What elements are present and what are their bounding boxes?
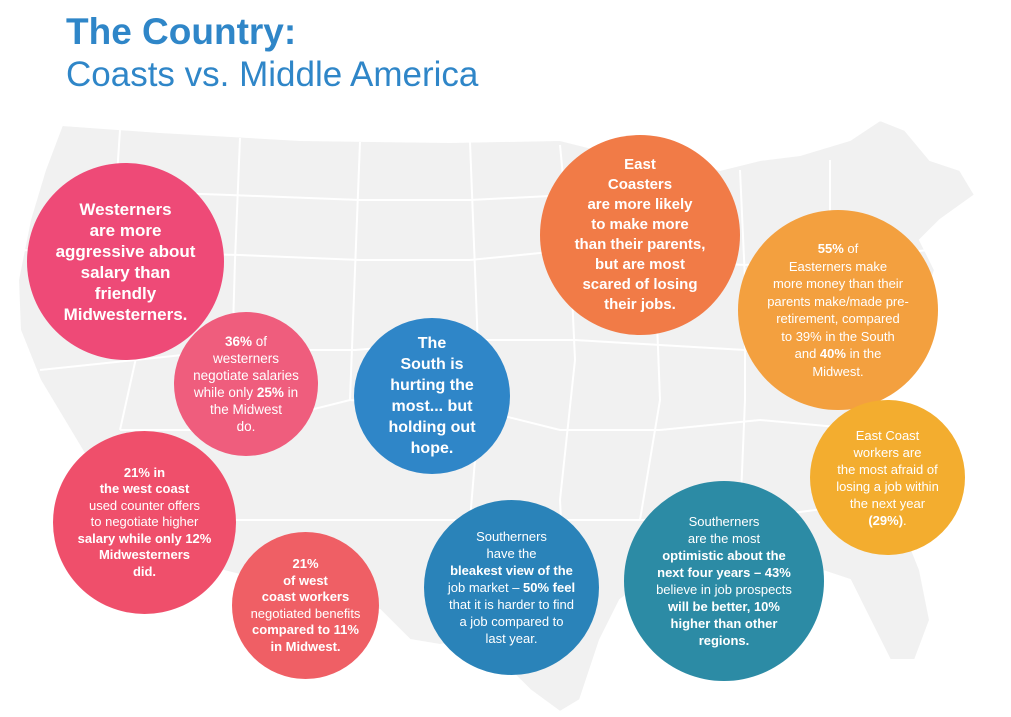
bubble-text: in [149, 464, 166, 480]
bubble-line: of west [283, 572, 328, 588]
bubble-line: scared of losing [582, 276, 698, 293]
bubble-text: in the [845, 346, 882, 361]
bubble-line: South is [400, 356, 464, 373]
bubble-line: westerners [212, 351, 279, 366]
bubble-line: Southerners [476, 529, 547, 544]
bubble-line: and 40% in the [767, 345, 909, 363]
bubble-west-benefits: 21% of west coast workers negotiated ben… [232, 532, 379, 679]
bubble-line: are the most [687, 531, 761, 546]
bubble-line: Midwest. [812, 363, 864, 379]
stat-value: 21% [123, 464, 150, 480]
bubble-south-optimistic: Southerners are the most optimistic abou… [624, 481, 824, 681]
bubble-line: 21% in [78, 465, 212, 482]
bubble-line: holding out [388, 419, 476, 436]
bubble-line: negotiated benefits [250, 605, 361, 621]
bubble-line: in Midwest. [270, 638, 341, 654]
bubble-line: compared to 11% [252, 622, 359, 637]
bubble-line: have the [486, 546, 537, 561]
page-title-bold: The Country: [66, 11, 297, 52]
bubble-line: East [624, 156, 656, 173]
bubble-line: their jobs. [604, 296, 676, 313]
bubble-text: of [252, 334, 268, 349]
page-subtitle: Coasts vs. Middle America [66, 55, 479, 94]
bubble-line: 55% of [767, 240, 909, 258]
bubble-line: the west coast [99, 481, 190, 497]
bubble-line: Midwesterners [98, 547, 191, 563]
bubble-line: East Coast [855, 427, 920, 443]
bubble-line: parents make/made pre- [767, 293, 909, 309]
bubble-line: than their parents, [574, 236, 706, 253]
bubble-line: will be better, 10% [667, 599, 780, 614]
bubble-line: to 39% in the South [781, 328, 895, 344]
bubble-south-hurting: The South is hurting the most... but hol… [354, 318, 510, 474]
bubble-line: believe in job prospects [656, 582, 792, 597]
bubble-line: optimistic about the [662, 548, 786, 563]
bubble-line: (29%). [836, 512, 939, 529]
bubble-line: the Midwest [209, 402, 282, 417]
bubble-line: next four years – 43% [657, 565, 791, 580]
bubble-west-negotiate: 36% of westerners negotiate salaries whi… [174, 312, 318, 456]
bubble-line: the most afraid of [837, 461, 938, 477]
bubble-line: hope. [410, 440, 454, 457]
bubble-line: while only 25% in [193, 384, 299, 401]
bubble-line: hurting the [390, 377, 474, 394]
bubble-line: Coasters [607, 176, 673, 193]
bubble-line: used counter offers [88, 497, 201, 513]
bubble-text: job market – [447, 580, 524, 595]
bubble-text: . [903, 512, 907, 528]
bubble-line: workers are [853, 444, 922, 460]
bubble-line: Midwesterners. [63, 304, 188, 324]
bubble-line: job market – 50% feel [448, 579, 575, 596]
bubble-line: retirement, compared [776, 311, 900, 326]
bubble-line: the next year [849, 495, 926, 511]
bubble-line: bleakest view of the [450, 563, 573, 578]
bubble-line: salary while only 12% [77, 530, 212, 546]
bubble-line: last year. [485, 631, 538, 646]
bubble-line: did. [132, 563, 157, 579]
bubble-line: are more [89, 220, 162, 240]
bubble-line: Easterners make [788, 258, 888, 274]
bubble-line: to make more [591, 216, 689, 233]
bubble-line: The [417, 335, 447, 352]
bubble-line: to negotiate higher [90, 514, 199, 530]
bubble-line: Westerners [79, 199, 172, 219]
stat-value: 55% [817, 241, 844, 256]
bubble-text: while only [193, 385, 257, 400]
bubble-line: more money than their [772, 276, 904, 291]
bubble-text: and [794, 346, 820, 361]
stat-value: 21% [292, 556, 319, 571]
bubble-line: 36% of [193, 333, 299, 350]
stat-value: 50% feel [523, 580, 576, 595]
bubble-text: of [843, 241, 859, 256]
bubble-east-afraid: East Coast workers are the most afraid o… [810, 400, 965, 555]
bubble-line: do. [236, 419, 256, 434]
bubble-line: negotiate salaries [193, 368, 299, 383]
bubble-easterners-money: 55% of Easterners make more money than t… [738, 210, 938, 410]
bubble-line: are more likely [587, 196, 693, 213]
bubble-east-coasters: East Coasters are more likely to make mo… [540, 135, 740, 335]
bubble-text: in [283, 385, 299, 400]
bubble-line: coast workers [261, 589, 350, 604]
bubble-line: aggressive about [55, 241, 196, 261]
bubble-line: but are most [594, 256, 685, 273]
bubble-line: regions. [698, 633, 750, 648]
bubble-line: a job compared to [459, 614, 564, 629]
bubble-line: Southerners [688, 514, 760, 529]
bubble-west-counter-offers: 21% in the west coast used counter offer… [53, 431, 236, 614]
stat-value: (29%) [868, 512, 904, 528]
bubble-south-bleakest: Southerners have the bleakest view of th… [424, 500, 599, 675]
stat-value: 40% [819, 346, 846, 361]
bubble-line: losing a job within [836, 478, 939, 494]
stat-value: 25% [256, 385, 284, 400]
stat-value: 36% [224, 334, 252, 349]
bubble-line: higher than other [670, 616, 778, 631]
bubble-line: salary than friendly [80, 262, 171, 303]
page-title: The Country: Coasts vs. Middle America [66, 10, 478, 96]
bubble-line: that it is harder to find [448, 597, 574, 612]
bubble-westerners-aggressive: Westerners are more aggressive about sal… [27, 163, 224, 360]
bubble-line: most... but [391, 398, 473, 415]
